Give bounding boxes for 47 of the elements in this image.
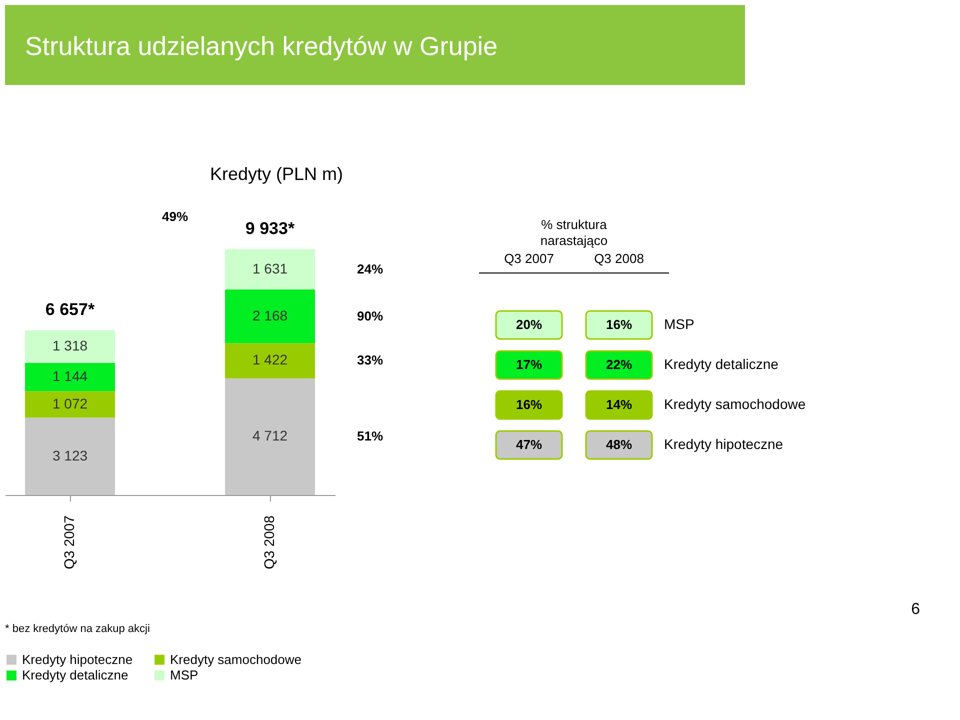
text: Q3 2008 bbox=[594, 251, 644, 266]
data-label: 3 123 bbox=[52, 447, 88, 464]
legend-label: Kredyty hipoteczne bbox=[22, 652, 133, 667]
bar bbox=[25, 418, 115, 495]
data-label: 1 631 bbox=[252, 260, 288, 276]
text: Kredyty samochodowe bbox=[664, 396, 806, 412]
legend-label: Kredyty detaliczne bbox=[22, 668, 128, 682]
text: 51% bbox=[356, 428, 384, 444]
text: narastająco bbox=[540, 233, 608, 248]
data-label: 4 712 bbox=[252, 428, 288, 444]
text: Kredyty hipoteczne bbox=[664, 436, 784, 452]
text: * bez kredytów na zakup akcji bbox=[5, 623, 150, 635]
data-label: 1 144 bbox=[52, 368, 88, 384]
text: Q3 2007 bbox=[504, 251, 554, 266]
total-label: 9 933* bbox=[245, 219, 295, 238]
text: 16% bbox=[516, 397, 542, 412]
text: 17% bbox=[516, 357, 542, 372]
text: 22% bbox=[606, 357, 632, 372]
text: 6 bbox=[911, 601, 920, 618]
text: Kredyty detaliczne bbox=[664, 356, 778, 372]
text: 47% bbox=[516, 437, 542, 452]
bar bbox=[25, 391, 115, 418]
data-label: 1 422 bbox=[252, 352, 288, 368]
bar bbox=[225, 249, 315, 290]
text: MSP bbox=[664, 316, 694, 332]
text: % struktura bbox=[541, 217, 608, 232]
chart-title: Struktura udzielanych kredytów w Grupie bbox=[25, 31, 498, 61]
bar bbox=[225, 289, 315, 344]
text: 24% bbox=[356, 261, 384, 276]
data-label: 1 318 bbox=[52, 338, 88, 354]
data-label: 2 168 bbox=[252, 307, 288, 324]
text: 90% bbox=[356, 308, 384, 324]
text: 48% bbox=[606, 437, 632, 452]
legend-label: Kredyty samochodowe bbox=[170, 652, 302, 667]
bar bbox=[225, 378, 315, 495]
text: 49% bbox=[162, 209, 188, 224]
chart-subtitle: Kredyty (PLN m) bbox=[210, 164, 344, 184]
text: 14% bbox=[606, 397, 632, 412]
data-label: 1 072 bbox=[52, 395, 88, 412]
text: 20% bbox=[516, 317, 542, 332]
bar bbox=[25, 362, 115, 392]
text: 33% bbox=[356, 352, 384, 368]
bar bbox=[225, 343, 315, 378]
text: 16% bbox=[606, 317, 632, 332]
total-label: 6 657* bbox=[45, 300, 95, 320]
legend-label: MSP bbox=[170, 668, 198, 682]
bar bbox=[25, 330, 115, 363]
